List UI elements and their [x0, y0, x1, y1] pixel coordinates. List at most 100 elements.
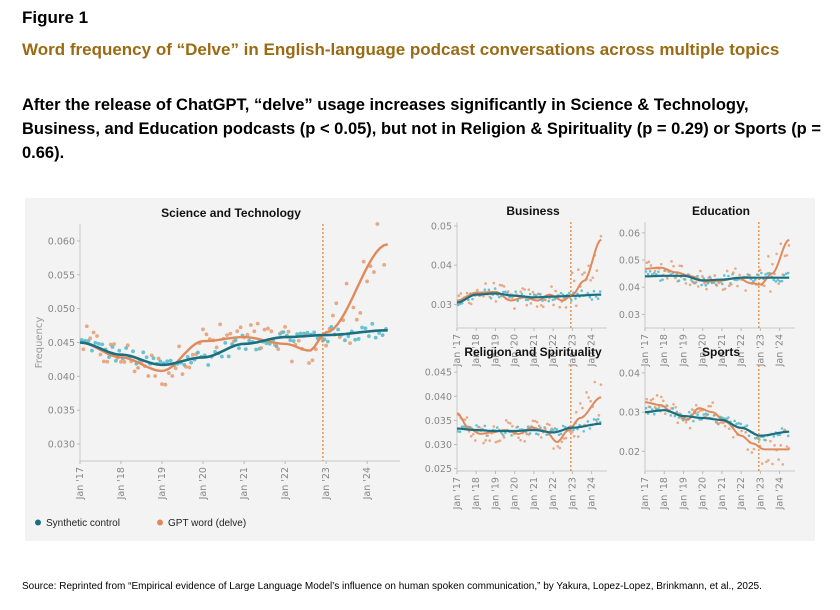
gpt-word-point	[153, 374, 158, 378]
x-tick-label: Jan '21	[717, 477, 728, 510]
synthetic-control-point	[700, 283, 703, 287]
gpt-word-point	[564, 306, 568, 309]
gpt-word-point	[119, 359, 123, 364]
synthetic-control-point	[764, 273, 767, 276]
synthetic-control-point	[661, 278, 664, 282]
gpt-word-point	[539, 436, 543, 439]
gpt-word-point	[657, 405, 661, 409]
gpt-word-point	[310, 358, 315, 363]
gpt-word-point	[550, 285, 553, 288]
synthetic-control-point	[141, 350, 146, 355]
gpt-word-point	[535, 305, 539, 308]
synthetic-control-point	[456, 430, 460, 433]
gpt-word-point	[674, 276, 677, 280]
y-tick-label: 0.04	[619, 283, 640, 294]
synthetic-control-point	[588, 427, 592, 430]
gpt-word-point	[95, 334, 99, 338]
synthetic-control-point	[483, 424, 487, 428]
synthetic-control-point	[113, 358, 118, 363]
gpt-word-point	[190, 352, 195, 357]
synthetic-control-point	[652, 271, 656, 275]
gpt-word-trend-line	[456, 238, 602, 302]
gpt-word-point	[694, 403, 698, 407]
synthetic-control-point	[755, 273, 759, 276]
gpt-word-point	[779, 242, 783, 246]
gpt-word-point	[738, 273, 741, 277]
x-tick-label: Jan '22	[548, 477, 559, 510]
gpt-word-point	[531, 290, 535, 294]
gpt-word-point	[690, 408, 694, 411]
gpt-word-point	[173, 366, 178, 371]
gpt-word-point	[259, 346, 264, 350]
gpt-word-point	[599, 383, 603, 386]
gpt-word-point	[746, 448, 750, 451]
synthetic-control-point	[545, 433, 548, 436]
y-tick-label: 0.060	[48, 236, 75, 247]
gpt-word-point	[361, 259, 366, 264]
gpt-word-point	[177, 344, 181, 349]
synthetic-control-point	[329, 325, 334, 329]
gpt-word-point	[471, 432, 475, 436]
synthetic-control-point	[458, 302, 462, 306]
gpt-word-point	[579, 402, 582, 405]
gpt-word-point	[725, 269, 729, 273]
gpt-word-point	[84, 324, 89, 329]
gpt-word-point	[678, 264, 682, 268]
synthetic-control-point	[502, 434, 505, 437]
gpt-word-point	[482, 294, 485, 298]
gpt-word-point	[372, 270, 376, 274]
gpt-word-point	[694, 280, 698, 284]
gpt-word-point	[235, 329, 240, 334]
synthetic-control-point	[580, 289, 583, 293]
gpt-word-trend-line	[79, 243, 388, 373]
synthetic-control-point	[312, 330, 317, 335]
gpt-word-point	[533, 419, 537, 423]
gpt-word-point	[736, 284, 739, 288]
gpt-word-point	[541, 305, 545, 309]
source-note: Source: Reprinted from “Empirical eviden…	[22, 581, 762, 592]
gpt-word-point	[680, 264, 684, 268]
gpt-word-point	[146, 374, 151, 378]
synthetic-control-point	[117, 348, 122, 353]
synthetic-control-point	[739, 422, 743, 426]
gpt-word-point	[713, 274, 717, 277]
x-tick-label: Jan '17	[452, 334, 463, 367]
gpt-word-point	[494, 300, 498, 303]
synthetic-control-point	[727, 416, 730, 419]
synthetic-control-point	[460, 301, 464, 305]
synthetic-control-point	[692, 419, 695, 423]
synthetic-control-point	[760, 271, 763, 275]
x-tick-label: Jan '23	[755, 477, 766, 510]
synthetic-control-point	[733, 419, 736, 423]
gpt-word-point	[572, 434, 576, 438]
gpt-word-point	[344, 281, 349, 286]
gpt-word-point	[465, 291, 469, 295]
gpt-word-point	[252, 329, 257, 334]
y-tick-label: 0.035	[425, 416, 452, 427]
gpt-word-point	[488, 439, 492, 442]
gpt-word-point	[245, 332, 250, 337]
gpt-word-point	[785, 445, 789, 448]
y-tick-label: 0.050	[48, 304, 75, 315]
x-tick-label: Jan '20	[198, 467, 209, 500]
synthetic-control-point	[524, 298, 528, 302]
synthetic-control-point	[107, 355, 111, 360]
gpt-word-point	[572, 279, 576, 283]
synthetic-control-point	[592, 418, 596, 421]
gpt-word-point	[554, 289, 557, 293]
gpt-word-point	[457, 294, 461, 298]
synthetic-control-point	[144, 355, 149, 360]
synthetic-control-point	[370, 321, 375, 326]
gpt-word-point	[375, 222, 380, 226]
y-tick-label: 0.040	[425, 392, 452, 403]
synthetic-control-trend-line	[457, 422, 602, 434]
synthetic-control-point	[363, 326, 368, 331]
gpt-word-point	[773, 444, 776, 447]
gpt-word-point	[645, 261, 649, 265]
synthetic-control-point	[233, 338, 238, 343]
synthetic-control-point	[508, 296, 511, 299]
y-tick-label: 0.03	[619, 310, 640, 321]
x-tick-label: Jan '18	[659, 477, 670, 510]
gpt-word-point	[560, 440, 564, 444]
synthetic-control-point	[471, 297, 474, 301]
